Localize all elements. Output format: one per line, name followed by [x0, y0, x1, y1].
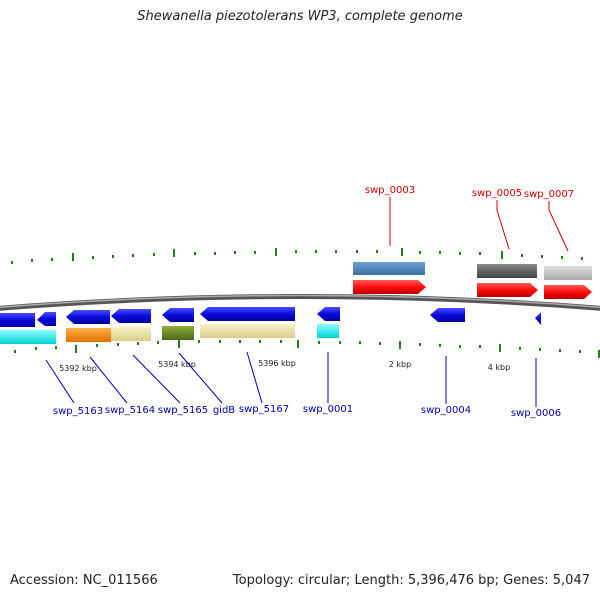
bottom-leaders: [45, 351, 537, 407]
scale-labels: 5392 kbp 5394 kbp 5396 kbp 2 kbp 4 kbp: [59, 359, 510, 373]
genome-backbone: [0, 294, 600, 311]
gene-swp_0004[interactable]: [430, 308, 465, 322]
label-gidB[interactable]: gidB: [213, 405, 235, 416]
feature-swp_5167-bar[interactable]: [200, 324, 295, 338]
map-title: Shewanella piezotolerans WP3, complete g…: [137, 9, 463, 24]
label-swp_0003[interactable]: swp_0003: [365, 185, 415, 196]
backbone-highlight: [0, 294, 600, 308]
scale-label-5392: 5392 kbp: [59, 364, 97, 373]
scale-label-4: 4 kbp: [488, 363, 510, 372]
feature-gidB-bar[interactable]: [162, 326, 194, 340]
feature-swp_0005-bar[interactable]: [477, 264, 537, 278]
label-swp_0007[interactable]: swp_0007: [524, 189, 574, 200]
inner-tick-ring: [14, 340, 600, 358]
bottom-genes: [0, 307, 541, 327]
label-swp_5165[interactable]: swp_5165: [158, 405, 208, 416]
gene-swp_5164[interactable]: [66, 310, 110, 324]
label-swp_5167[interactable]: swp_5167: [239, 404, 289, 415]
top-labels: swp_0003 swp_0005 swp_0007: [365, 185, 574, 200]
gene-swp_5163b[interactable]: [37, 312, 56, 326]
feature-swp_5163-bar[interactable]: [0, 330, 56, 344]
accession-text: Accession: NC_011566: [10, 573, 158, 588]
top-features: [353, 262, 592, 299]
gene-swp_0003[interactable]: [353, 280, 426, 294]
feature-swp_5165-bar[interactable]: [111, 327, 151, 341]
label-swp_5163[interactable]: swp_5163: [53, 406, 103, 417]
bottom-features: [0, 324, 339, 344]
top-leaders: [389, 197, 569, 252]
scale-label-2: 2 kbp: [389, 360, 411, 369]
bottom-labels: swp_5163 swp_5164 swp_5165 gidB swp_5167…: [53, 404, 561, 419]
feature-swp_0003-bar[interactable]: [353, 262, 425, 275]
feature-swp_0001-bar[interactable]: [317, 324, 339, 338]
label-swp_0005[interactable]: swp_0005: [472, 188, 522, 199]
scale-label-5396: 5396 kbp: [258, 359, 296, 368]
scale-label-5394: 5394 kbp: [158, 360, 196, 369]
label-swp_0001[interactable]: swp_0001: [303, 404, 353, 415]
label-swp_0004[interactable]: swp_0004: [421, 405, 471, 416]
feature-swp_0007-bar[interactable]: [544, 266, 592, 280]
gene-swp_0006[interactable]: [535, 312, 541, 325]
gene-swp_0007[interactable]: [544, 285, 592, 299]
gene-swp_0005[interactable]: [477, 283, 538, 297]
feature-swp_5164-bar[interactable]: [66, 328, 111, 342]
gene-swp_5167[interactable]: [200, 307, 295, 321]
label-swp_0006[interactable]: swp_0006: [511, 408, 561, 419]
outer-tick-ring: [11, 248, 583, 264]
genome-summary-text: Topology: circular; Length: 5,396,476 bp…: [232, 573, 590, 588]
gene-swp_0001[interactable]: [317, 307, 340, 321]
gene-swp_5163[interactable]: [0, 313, 35, 327]
gene-swp_5165[interactable]: [111, 309, 151, 323]
label-swp_5164[interactable]: swp_5164: [105, 405, 155, 416]
gene-gidB[interactable]: [162, 308, 194, 322]
